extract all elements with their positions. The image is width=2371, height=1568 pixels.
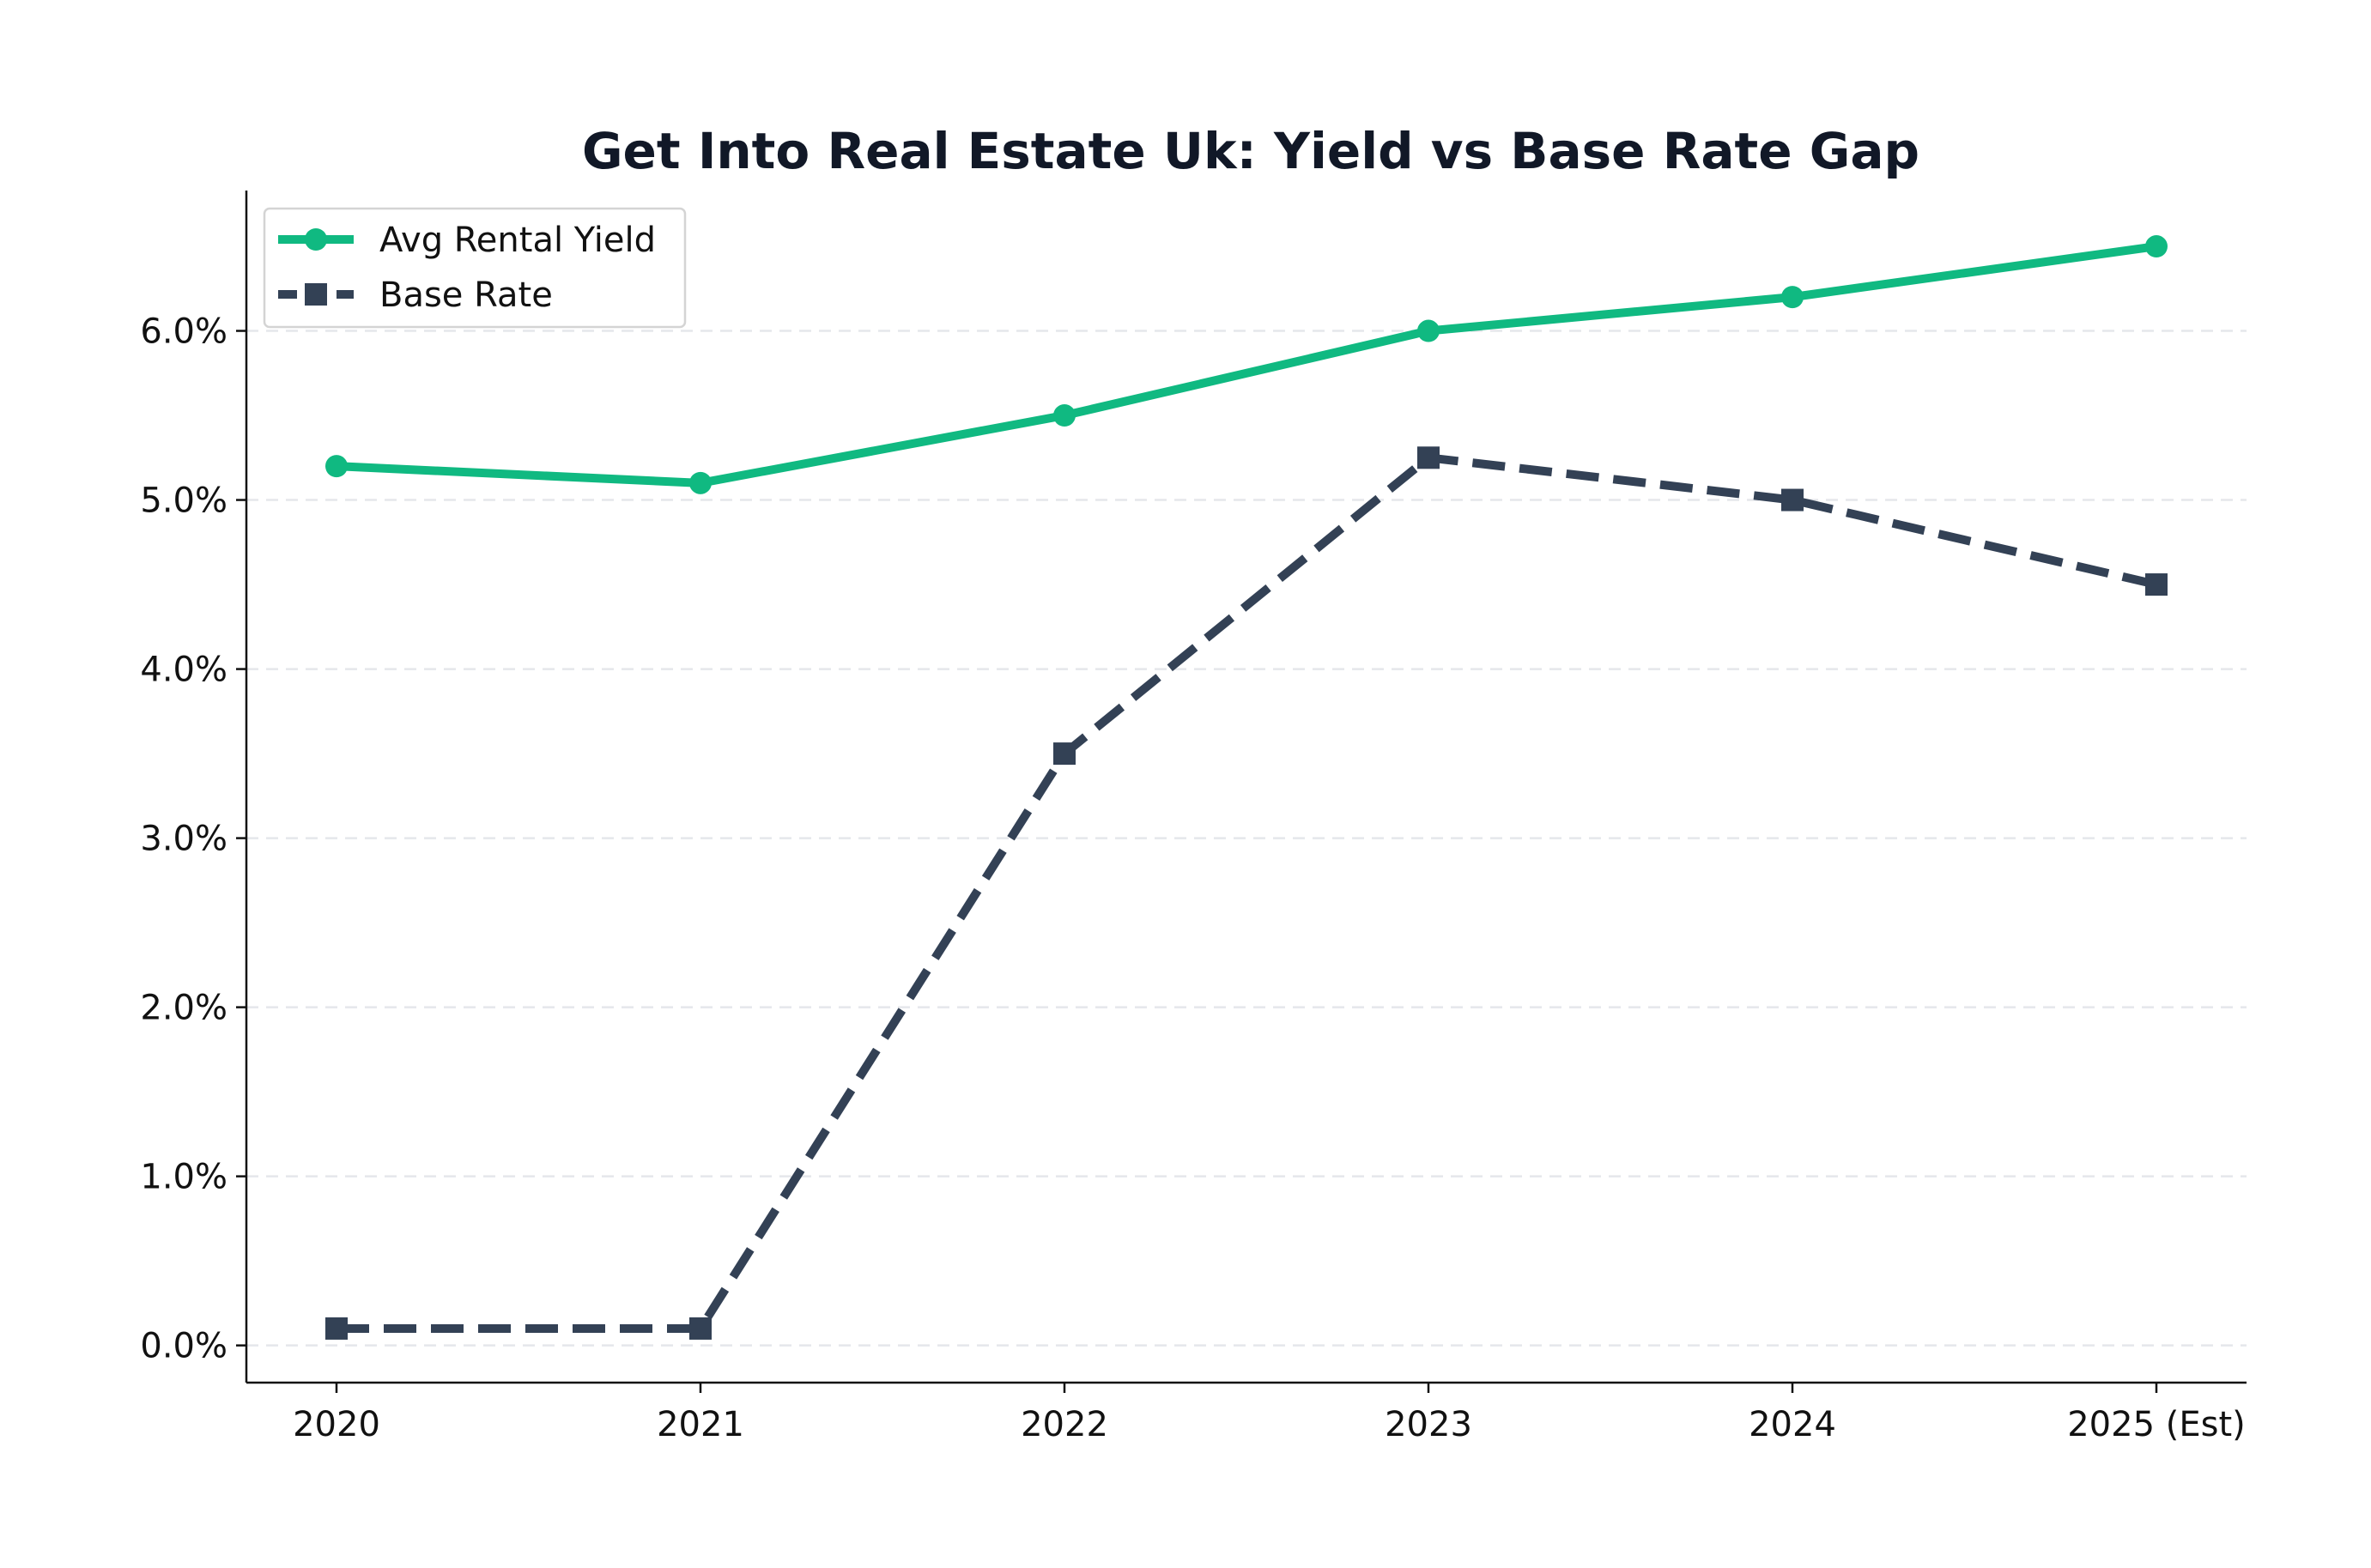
data-point [325, 1317, 348, 1340]
data-point [689, 1317, 712, 1340]
data-point [1053, 742, 1076, 766]
chart-title: Get Into Real Estate Uk: Yield vs Base R… [582, 122, 1919, 180]
series-line-1 [336, 242, 2157, 487]
data-point [1053, 404, 1076, 427]
y-tick-label: 3.0% [140, 820, 227, 859]
data-point [1417, 446, 1440, 469]
legend-marker [305, 228, 327, 251]
legend-label: Avg Rental Yield [379, 221, 656, 260]
legend: Avg Rental Yield Base Rate [263, 207, 687, 329]
x-tick-label: 2023 [1385, 1405, 1472, 1444]
x-tick-label: 2020 [293, 1405, 380, 1444]
y-tick-label: 2.0% [140, 989, 227, 1028]
data-point [1781, 286, 1804, 309]
legend-box [263, 207, 687, 329]
y-tick-label: 6.0% [140, 312, 227, 352]
y-tick-label: 1.0% [140, 1158, 227, 1197]
grid-layer [246, 330, 2247, 1347]
x-tick-label: 2024 [1749, 1405, 1836, 1444]
x-tick-label: 2025 (Est) [2067, 1405, 2246, 1444]
data-point [689, 471, 712, 494]
series-line-2 [337, 453, 2158, 1333]
x-tick-label: 2022 [1021, 1405, 1108, 1444]
y-tick-label: 0.0% [140, 1327, 227, 1366]
y-tick-label: 4.0% [140, 651, 227, 690]
axes-layer: 0.0% 1.0% 2.0% 3.0% 4.0% 5.0% 6.0% 2020 2021 2022… [140, 191, 2247, 1444]
legend-marker [305, 283, 327, 306]
data-point [2145, 235, 2168, 258]
data-point [325, 455, 348, 478]
legend-label: Base Rate [379, 275, 553, 315]
data-point [2145, 573, 2168, 596]
series-layer [325, 235, 2168, 1340]
data-point [1781, 488, 1804, 512]
x-tick-label: 2021 [657, 1405, 744, 1444]
data-point [1417, 319, 1440, 342]
y-tick-label: 5.0% [140, 481, 227, 521]
